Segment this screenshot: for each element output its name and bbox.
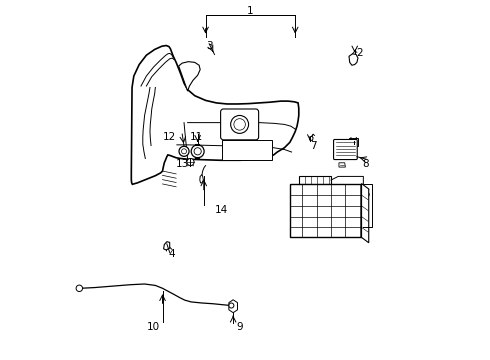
FancyBboxPatch shape: [334, 139, 357, 159]
Polygon shape: [229, 300, 238, 313]
FancyBboxPatch shape: [220, 109, 259, 140]
Text: 9: 9: [236, 322, 243, 332]
Text: 8: 8: [362, 159, 368, 169]
Text: 2: 2: [356, 48, 363, 58]
Polygon shape: [164, 242, 170, 250]
Circle shape: [231, 116, 248, 134]
Polygon shape: [131, 45, 299, 184]
Polygon shape: [310, 136, 313, 140]
FancyBboxPatch shape: [349, 138, 358, 145]
Text: 12: 12: [163, 132, 176, 142]
Polygon shape: [362, 184, 368, 243]
Circle shape: [229, 303, 234, 308]
Polygon shape: [290, 184, 362, 237]
FancyBboxPatch shape: [221, 140, 272, 159]
Text: 5: 5: [364, 189, 370, 199]
Polygon shape: [299, 176, 331, 184]
Text: 3: 3: [206, 41, 213, 50]
Circle shape: [191, 145, 204, 158]
Circle shape: [194, 148, 201, 155]
Text: 14: 14: [215, 206, 228, 216]
Circle shape: [76, 285, 82, 292]
Circle shape: [179, 146, 189, 156]
Circle shape: [187, 158, 194, 166]
Polygon shape: [349, 54, 358, 65]
Polygon shape: [339, 163, 345, 167]
Circle shape: [181, 149, 187, 154]
Text: 13: 13: [175, 159, 189, 169]
Text: 10: 10: [147, 322, 160, 332]
Text: 6: 6: [349, 141, 356, 151]
Polygon shape: [179, 62, 200, 91]
Text: 7: 7: [310, 141, 317, 151]
Text: 4: 4: [168, 248, 175, 258]
Polygon shape: [200, 175, 203, 183]
Circle shape: [234, 119, 245, 130]
Text: 1: 1: [247, 6, 254, 17]
Text: 11: 11: [190, 132, 203, 142]
